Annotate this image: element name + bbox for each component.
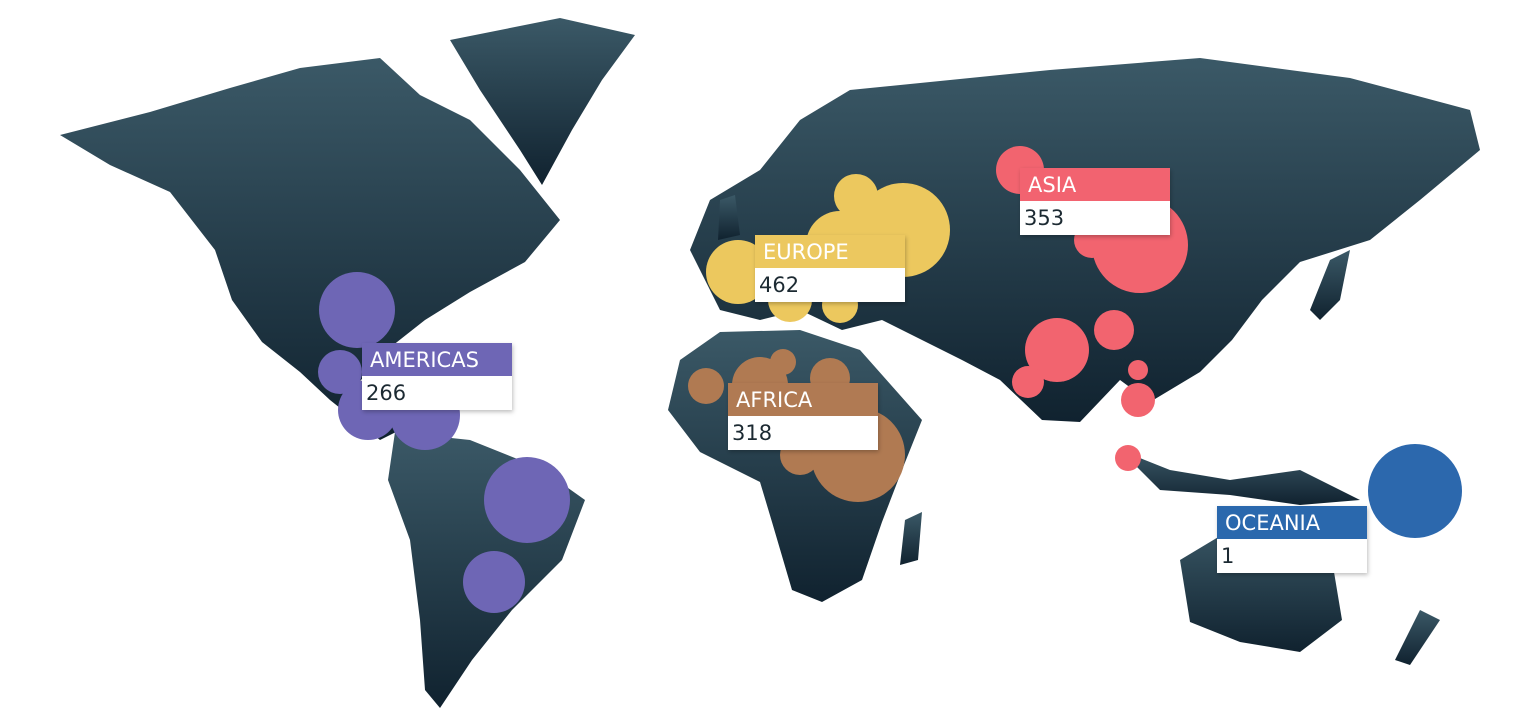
bubble: [1025, 318, 1089, 382]
bubble: [463, 551, 525, 613]
label-header: [1020, 168, 1170, 201]
bubble: [1121, 383, 1155, 417]
bubble: [319, 272, 395, 348]
bubble: [1128, 360, 1148, 380]
region-value: 353: [1024, 206, 1064, 230]
bubble: [484, 457, 570, 543]
region-value: 318: [732, 421, 772, 445]
region-label: EUROPE 462: [755, 235, 905, 302]
label-value-box: [362, 376, 512, 410]
region-name: AMERICAS: [370, 348, 479, 372]
north-america: [60, 58, 560, 440]
labels: ASIA 353 EUROPE 462 AMERICAS 266 AFRICA 318 OCEA…: [362, 168, 1367, 573]
label-value-box: [755, 268, 905, 302]
greenland: [450, 18, 635, 185]
region-name: EUROPE: [763, 240, 849, 264]
label-header: [755, 235, 905, 268]
bubble: [770, 349, 796, 375]
region-value: 266: [366, 381, 406, 405]
region-value: 1: [1221, 544, 1234, 568]
new-zealand: [1395, 610, 1440, 665]
madagascar: [900, 512, 922, 565]
label-header: [1217, 506, 1367, 539]
region-label: OCEANIA 1: [1217, 506, 1367, 573]
label-header: [362, 343, 512, 376]
uk: [718, 195, 740, 240]
bubble: [1368, 444, 1462, 538]
region-name: OCEANIA: [1225, 511, 1321, 535]
region-label: ASIA 353: [1020, 168, 1170, 235]
label-value-box: [1217, 539, 1367, 573]
label-value-box: [728, 416, 878, 450]
region-label: AMERICAS 266: [362, 343, 512, 410]
label-value-box: [1020, 201, 1170, 235]
japan: [1310, 250, 1350, 320]
bubble: [688, 368, 724, 404]
region-value: 462: [759, 273, 799, 297]
region-name: AFRICA: [736, 388, 813, 412]
bubble: [1012, 366, 1044, 398]
label-header: [728, 383, 878, 416]
indonesia: [1120, 450, 1360, 505]
bubble: [1094, 310, 1134, 350]
region-name: ASIA: [1028, 173, 1077, 197]
bubble: [1115, 445, 1141, 471]
region-label: AFRICA 318: [728, 383, 878, 450]
bubble: [318, 350, 362, 394]
bubble: [706, 240, 770, 304]
